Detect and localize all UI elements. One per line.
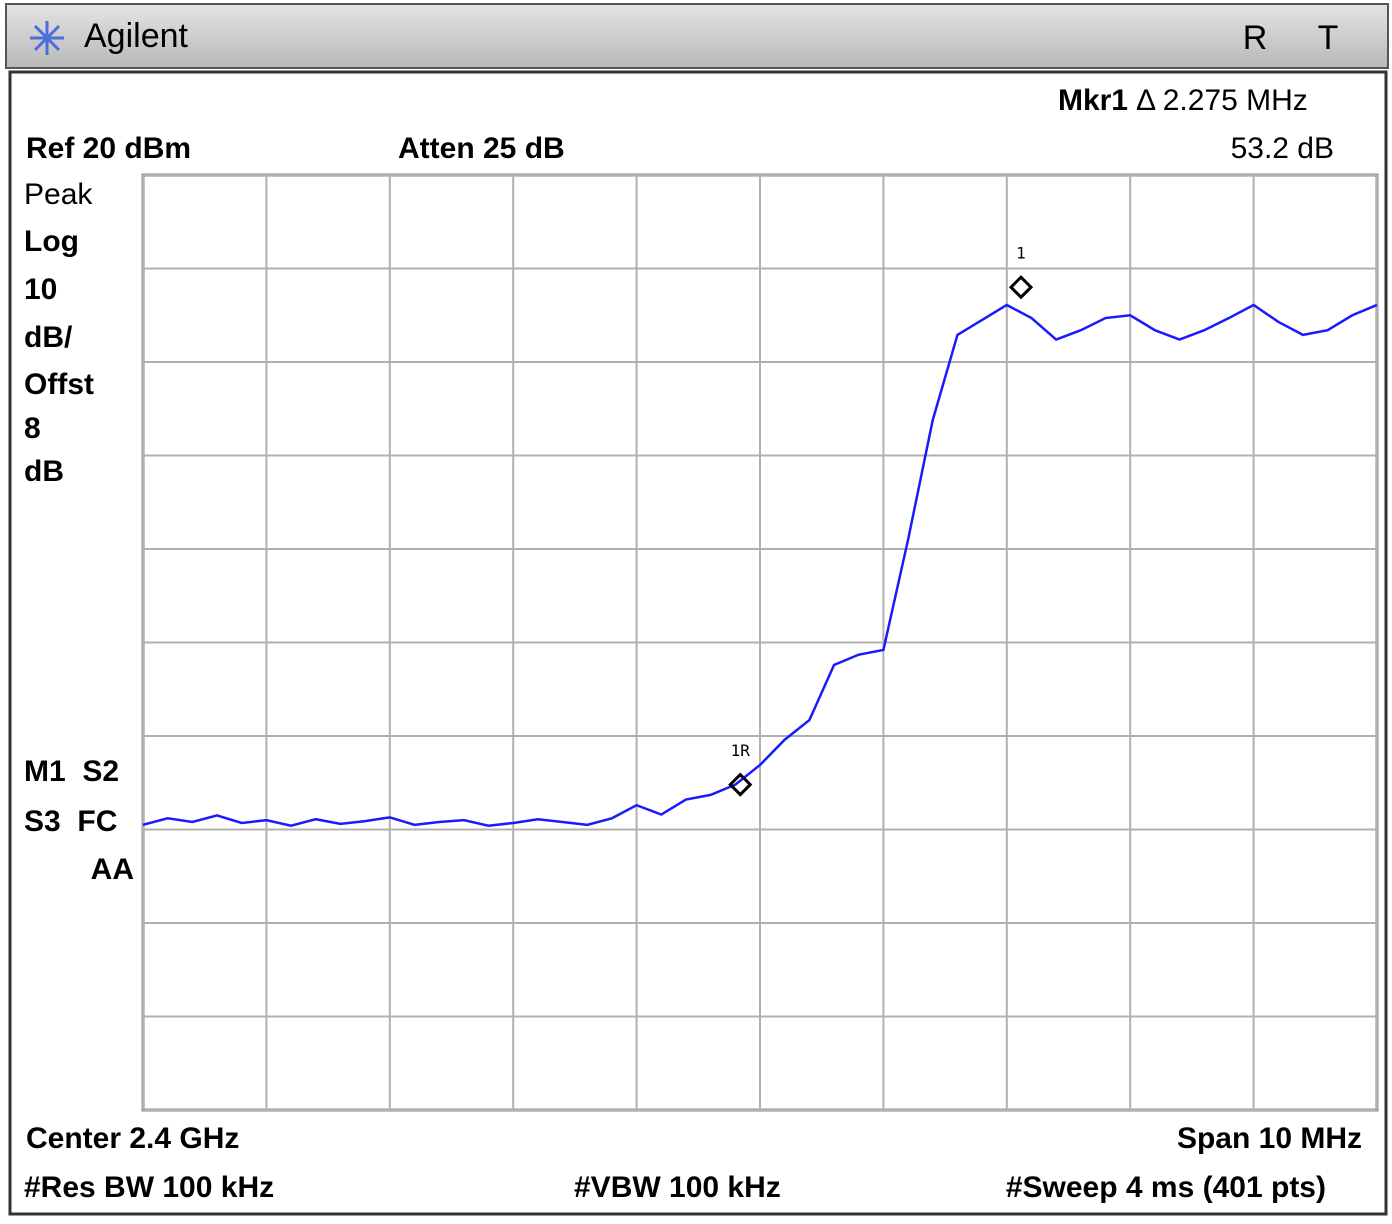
vbw: #VBW 100 kHz <box>574 1171 781 1204</box>
marker <box>1008 275 1034 300</box>
sweep: #Sweep 4 ms (401 pts) <box>1006 1171 1326 1204</box>
center: Center 2.4 GHz <box>26 1122 239 1155</box>
marker-label: 1R <box>731 741 751 760</box>
status-label: M1 S2 <box>24 755 119 788</box>
status-r: R <box>1243 19 1268 57</box>
logo <box>30 21 64 55</box>
trace <box>142 303 1378 828</box>
status-label: AA <box>91 853 134 886</box>
status-t: T <box>1318 19 1339 57</box>
side-label: Peak <box>24 178 93 211</box>
side-label: dB <box>24 455 64 488</box>
res-bw: #Res BW 100 kHz <box>24 1171 274 1204</box>
title-bar <box>5 3 1389 69</box>
marker-delta: Δ 2.275 MHz <box>1136 84 1308 117</box>
side-label: 10 <box>24 273 57 306</box>
attenuation: Atten 25 dB <box>398 132 565 165</box>
ref-level: Ref 20 dBm <box>26 132 191 165</box>
span: Span 10 MHz <box>1177 1122 1362 1155</box>
side-label: Log <box>24 225 79 258</box>
brand: Agilent <box>84 17 189 55</box>
side-label: 8 <box>24 412 41 445</box>
marker-value: 53.2 dB <box>1231 132 1334 165</box>
side-label: Offst <box>24 368 94 401</box>
side-label: dB/ <box>24 321 73 354</box>
marker-name: Mkr1 <box>1058 84 1128 117</box>
marker <box>728 772 753 797</box>
marker-label: 1 <box>1016 244 1026 263</box>
status-label: S3 FC <box>24 805 117 838</box>
